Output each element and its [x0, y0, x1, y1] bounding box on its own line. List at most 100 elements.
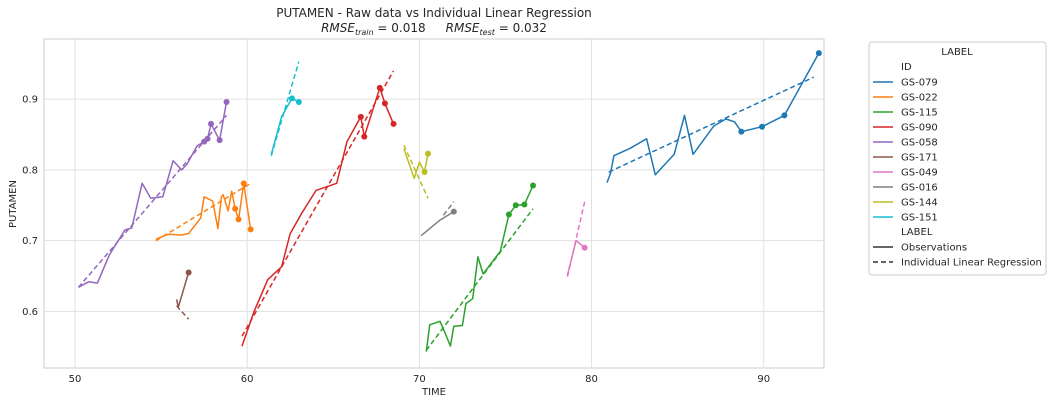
data-point-gs-151	[295, 98, 302, 105]
legend-entry-gs-079: GS-079	[873, 78, 938, 89]
legend-label: GS-049	[901, 168, 938, 179]
legend: LABEL ID GS-079GS-022GS-115GS-090GS-058G…	[868, 41, 1047, 276]
regression-line-gs-090	[241, 70, 395, 337]
data-point-gs-115	[512, 202, 519, 209]
regression-line-gs-079	[608, 76, 814, 173]
grid-lines	[44, 39, 824, 368]
regression-line-gs-058	[77, 114, 228, 288]
regression-line-gs-115	[425, 208, 534, 351]
legend-title: LABEL	[941, 47, 973, 58]
chart-subtitle: RMSEtrain = 0.018 RMSEtest = 0.032	[321, 21, 547, 37]
legend-style-label: Individual Linear Regression	[901, 258, 1042, 269]
rmse-train-sub: train	[355, 28, 374, 37]
series-gs-016	[420, 201, 457, 237]
rmse-train-value: = 0.018	[374, 21, 426, 35]
legend-frame	[868, 41, 1047, 276]
legend-label: GS-144	[901, 198, 938, 209]
data-point-gs-079	[815, 50, 822, 57]
regression-line-gs-022	[155, 182, 252, 242]
data-point-gs-090	[390, 120, 397, 127]
legend-id-header: ID	[901, 62, 912, 73]
legend-style-label: Observations	[901, 243, 967, 254]
legend-entry-gs-049: GS-049	[873, 168, 938, 179]
legend-style-solid: Observations	[873, 243, 967, 254]
legend-entry-gs-151: GS-151	[873, 213, 938, 224]
series-gs-171	[175, 269, 192, 320]
regression-line-gs-016	[442, 201, 455, 216]
regression-line-gs-151	[270, 61, 300, 156]
legend-label: GS-090	[901, 123, 938, 134]
y-tick-label: 0.7	[22, 236, 38, 247]
series-gs-049	[566, 201, 588, 277]
data-point-gs-022	[247, 226, 254, 233]
data-point-gs-171	[185, 269, 192, 276]
plot-frame	[43, 38, 825, 369]
data-point-gs-144	[424, 150, 431, 157]
legend-entry-gs-171: GS-171	[873, 153, 938, 164]
rmse-test-sub: test	[480, 28, 496, 37]
series-gs-090	[241, 70, 397, 347]
series-gs-079	[606, 50, 822, 183]
plot-area	[43, 38, 825, 369]
data-point-gs-049	[581, 244, 588, 251]
legend-entry-gs-090: GS-090	[873, 123, 938, 134]
rmse-train-label: RMSE	[321, 21, 355, 35]
legend-label-header: LABEL	[901, 227, 933, 238]
series-gs-058	[77, 98, 230, 288]
series-layer	[77, 50, 822, 352]
data-point-gs-058	[204, 135, 211, 142]
data-point-gs-115	[521, 201, 528, 208]
data-point-gs-090	[381, 100, 388, 107]
series-gs-022	[155, 180, 254, 242]
observation-line-gs-144	[403, 148, 429, 180]
data-point-gs-022	[240, 180, 247, 187]
data-point-gs-090	[361, 133, 368, 140]
data-point-gs-090	[357, 113, 364, 120]
x-tick-label: 70	[413, 374, 426, 385]
series-gs-144	[403, 144, 431, 199]
legend-label: GS-115	[901, 108, 938, 119]
data-point-gs-022	[235, 216, 242, 223]
data-point-gs-090	[376, 84, 383, 91]
legend-label: GS-151	[901, 213, 938, 224]
legend-entry-gs-144: GS-144	[873, 198, 938, 209]
regression-line-gs-049	[566, 201, 586, 277]
legend-label: GS-058	[901, 138, 938, 149]
observation-line-gs-115	[425, 185, 534, 352]
legend-label: GS-171	[901, 153, 938, 164]
regression-line-gs-171	[176, 305, 190, 320]
legend-style-dashed: Individual Linear Regression	[873, 258, 1042, 269]
legend-label: GS-016	[901, 183, 938, 194]
data-point-gs-058	[223, 98, 230, 105]
observation-line-gs-022	[155, 182, 252, 240]
tick-labels: 50 60 70 80 90 0.6 0.7 0.8 0.9	[22, 95, 770, 385]
data-point-gs-079	[759, 123, 766, 130]
chart-title: PUTAMEN - Raw data vs Individual Linear …	[276, 6, 592, 20]
legend-label: GS-079	[901, 78, 938, 89]
data-point-gs-016	[450, 208, 457, 215]
legend-series-entries: GS-079 GS-022 GS-115 GS-090 GS-058 GS-171 GS-0…	[873, 78, 938, 224]
legend-style-entries: Observations Individual Linear Regression	[873, 243, 1042, 269]
regression-line-gs-144	[403, 144, 429, 199]
legend-entry-gs-058: GS-058	[873, 138, 938, 149]
data-point-gs-144	[421, 169, 428, 176]
legend-entry-gs-022: GS-022	[873, 93, 938, 104]
x-tick-label: 90	[757, 374, 770, 385]
observation-line-gs-090	[241, 87, 395, 347]
data-point-gs-115	[530, 182, 537, 189]
series-gs-115	[425, 182, 537, 352]
x-axis-title: TIME	[421, 387, 446, 398]
rmse-test-label: RMSE	[446, 21, 480, 35]
legend-entry-gs-016: GS-016	[873, 183, 938, 194]
x-tick-label: 80	[585, 374, 598, 385]
observation-line-gs-016	[420, 210, 455, 237]
data-point-gs-115	[505, 211, 512, 218]
data-point-gs-079	[738, 128, 745, 135]
data-point-gs-022	[232, 205, 239, 212]
data-point-gs-079	[781, 112, 788, 119]
y-tick-label: 0.8	[22, 165, 38, 176]
y-tick-label: 0.9	[22, 95, 38, 106]
data-point-gs-058	[208, 120, 215, 127]
data-point-gs-058	[216, 137, 223, 144]
